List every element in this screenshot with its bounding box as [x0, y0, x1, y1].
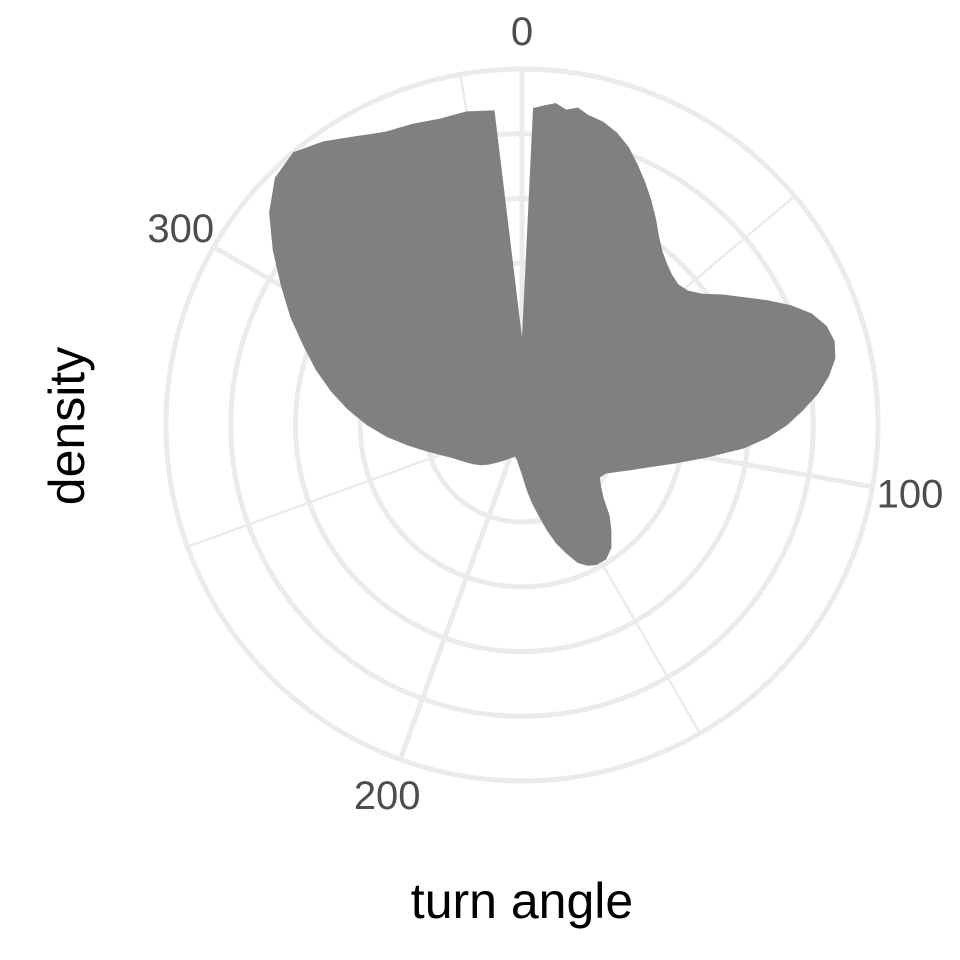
- x-tick-label: 0: [511, 10, 533, 54]
- y-axis-title: density: [39, 347, 95, 505]
- tick-labels: 0 100 200 300: [147, 10, 943, 818]
- data-layer: [269, 103, 836, 566]
- x-tick-label: 300: [147, 207, 214, 251]
- x-tick-label: 100: [877, 472, 944, 516]
- density-area: [269, 103, 836, 566]
- grid-spoke-major: [397, 424, 525, 761]
- x-tick-label: 200: [354, 774, 421, 818]
- x-axis-title: turn angle: [411, 873, 633, 929]
